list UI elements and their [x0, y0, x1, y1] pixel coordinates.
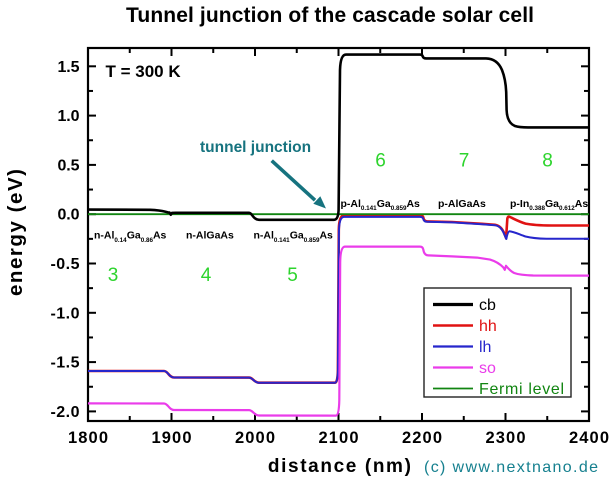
- svg-text:tunnel junction: tunnel junction: [200, 139, 311, 156]
- svg-text:4: 4: [201, 265, 212, 286]
- svg-text:1800: 1800: [68, 429, 108, 447]
- svg-text:Tunnel junction of the cascade: Tunnel junction of the cascade solar cel…: [126, 4, 534, 27]
- svg-text:6: 6: [375, 151, 386, 172]
- svg-text:0.5: 0.5: [58, 157, 80, 174]
- svg-text:energy (eV): energy (eV): [4, 169, 27, 296]
- svg-text:2200: 2200: [402, 429, 442, 447]
- svg-text:p-AlGaAs: p-AlGaAs: [438, 198, 486, 210]
- svg-text:1.0: 1.0: [58, 108, 80, 125]
- svg-text:2100: 2100: [319, 429, 359, 447]
- svg-text:0.0: 0.0: [58, 207, 80, 224]
- svg-text:5: 5: [287, 265, 298, 286]
- svg-text:8: 8: [542, 151, 553, 172]
- svg-text:so: so: [479, 360, 496, 377]
- svg-text:2400: 2400: [569, 429, 609, 447]
- svg-text:1900: 1900: [152, 429, 192, 447]
- svg-text:T = 300 K: T = 300 K: [106, 62, 182, 81]
- svg-text:-1.5: -1.5: [51, 355, 80, 372]
- svg-text:2300: 2300: [486, 429, 526, 447]
- svg-text:(c) www.nextnano.de: (c) www.nextnano.de: [424, 459, 598, 476]
- svg-text:1.5: 1.5: [58, 59, 80, 76]
- svg-text:Fermi level: Fermi level: [479, 381, 564, 398]
- svg-text:2000: 2000: [235, 429, 275, 447]
- svg-text:hh: hh: [479, 318, 497, 335]
- svg-text:-0.5: -0.5: [51, 256, 80, 273]
- svg-text:-2.0: -2.0: [51, 404, 80, 421]
- svg-text:-1.0: -1.0: [51, 305, 80, 322]
- svg-text:3: 3: [108, 265, 119, 286]
- svg-text:lh: lh: [479, 339, 491, 356]
- svg-text:7: 7: [459, 151, 470, 172]
- svg-text:n-AlGaAs: n-AlGaAs: [186, 230, 234, 242]
- svg-text:distance (nm): distance (nm): [268, 456, 411, 477]
- svg-text:cb: cb: [479, 297, 496, 314]
